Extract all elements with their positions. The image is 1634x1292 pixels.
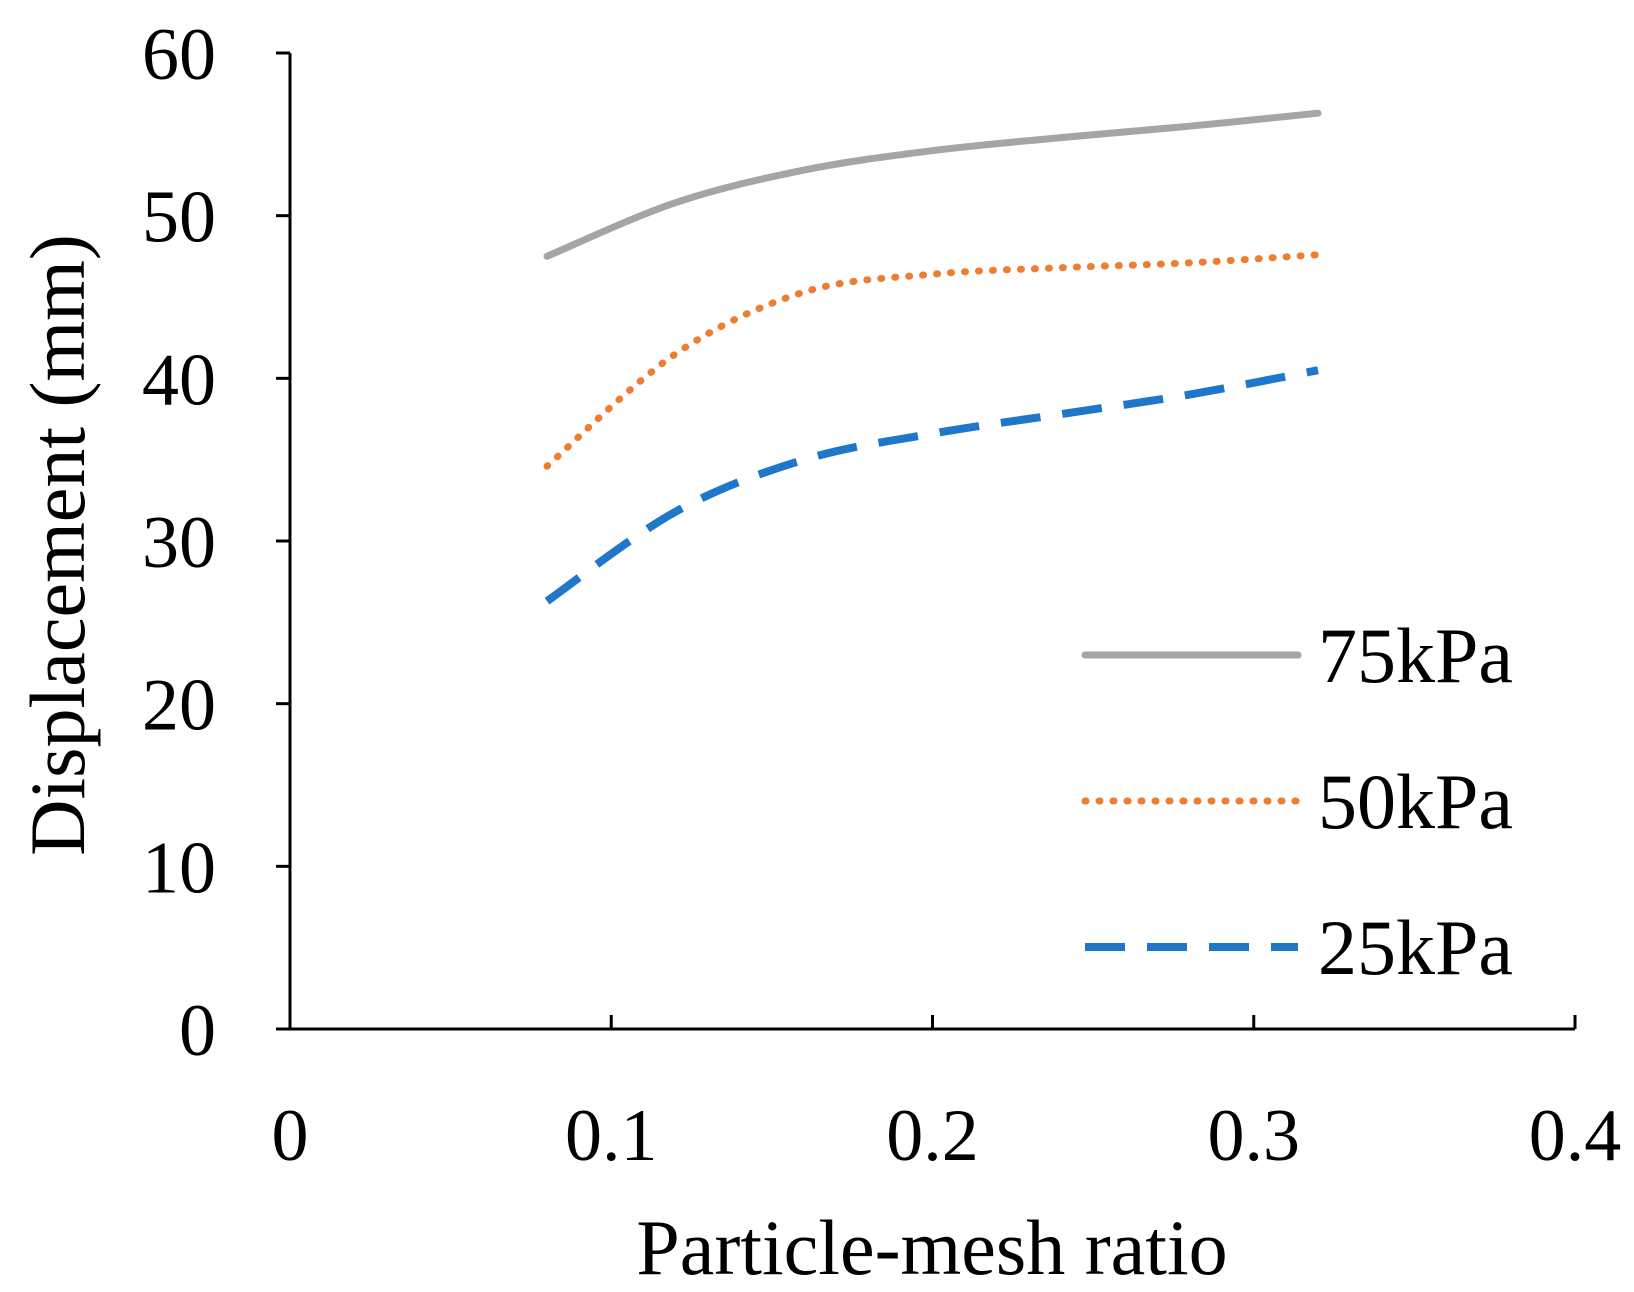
- y-tick-label: 40: [142, 339, 216, 421]
- y-tick-label: 0: [179, 990, 216, 1072]
- x-tick-label: 0.1: [565, 1095, 658, 1177]
- x-tick-label: 0.2: [886, 1095, 979, 1177]
- legend-label-75kpa: 75kPa: [1318, 612, 1513, 699]
- legend-label-50kpa: 50kPa: [1318, 758, 1513, 845]
- y-tick-label: 30: [142, 502, 216, 584]
- legend: 75kPa 50kPa 25kPa: [1081, 612, 1513, 991]
- y-tick-label: 50: [142, 177, 216, 259]
- y-tick-label: 10: [142, 827, 216, 909]
- x-axis-title: Particle-mesh ratio: [636, 1204, 1227, 1291]
- series-lines: [543, 109, 1322, 605]
- series-line-50kpa: [543, 251, 1322, 470]
- x-tick-label: 0.3: [1208, 1095, 1301, 1177]
- y-tick-label: 60: [142, 14, 216, 96]
- y-tick-label: 20: [142, 665, 216, 747]
- series-line-25kpa: [544, 366, 1319, 605]
- legend-label-25kpa: 25kPa: [1318, 904, 1513, 991]
- x-tick-label: 0.4: [1529, 1095, 1622, 1177]
- ticks: 0 10 20 30 40 50 60 0 0.1 0.2 0.3 0.4: [142, 14, 1621, 1177]
- axes: [288, 53, 1575, 1031]
- y-axis-title: Displacement (mm): [14, 234, 101, 856]
- series-line-75kpa: [543, 109, 1322, 260]
- x-tick-label: 0: [272, 1095, 309, 1177]
